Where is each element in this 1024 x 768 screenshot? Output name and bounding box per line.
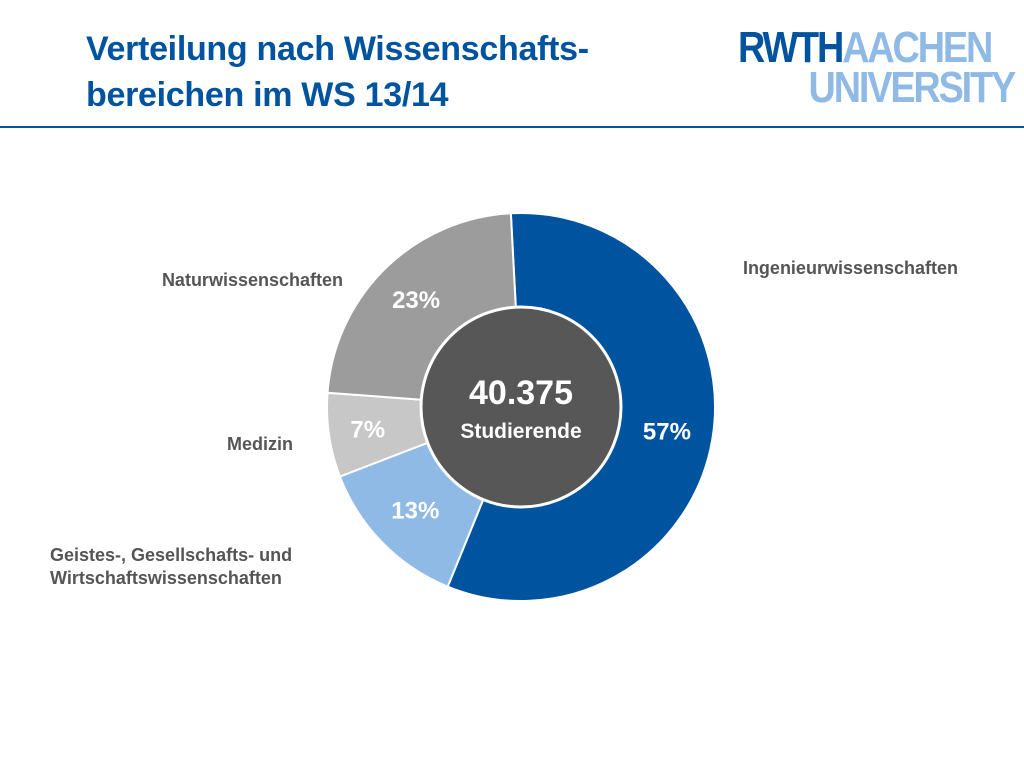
category-label: Wirtschaftswissenschaften — [50, 568, 282, 588]
header-divider — [0, 126, 1024, 128]
slide-title-line-2: bereichen im WS 13/14 — [86, 76, 449, 114]
slice-percent-label: 23% — [392, 287, 440, 314]
center-total-value: 40.375 — [469, 374, 573, 412]
rwth-logo: RWTH AACHEN UNIVERSITY — [738, 23, 1017, 112]
slice-percent-label: 13% — [391, 498, 439, 525]
category-label: Geistes-, Gesellschafts- und — [50, 545, 292, 565]
center-total-label: Studierende — [460, 420, 581, 443]
logo-aachen: AACHEN — [842, 23, 993, 72]
logo-rwth: RWTH — [738, 23, 844, 72]
category-label: Naturwissenschaften — [162, 270, 343, 290]
slide-title: Verteilung nach Wissenschafts- bereichen… — [86, 26, 726, 118]
category-label: Medizin — [227, 434, 293, 454]
slide-title-line-1: Verteilung nach Wissenschafts- — [86, 30, 589, 68]
donut-center — [419, 305, 623, 509]
slice-percent-label: 57% — [643, 419, 691, 446]
slice-percent-label: 7% — [350, 417, 385, 444]
logo-university: UNIVERSITY — [808, 63, 1017, 112]
category-label: Ingenieurwissenschaften — [743, 258, 958, 278]
